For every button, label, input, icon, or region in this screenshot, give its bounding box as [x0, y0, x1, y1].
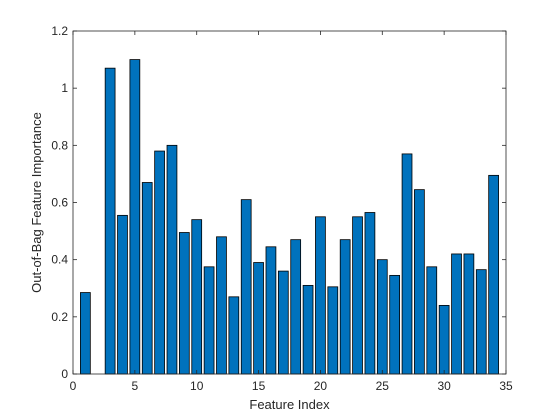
x-tick-label: 15: [252, 379, 266, 393]
x-axis-label: Feature Index: [249, 397, 330, 412]
x-tick-label: 5: [132, 379, 139, 393]
bar-feature-34: [488, 174, 499, 375]
bar-feature-32: [463, 253, 475, 375]
bar-feature-30: [438, 304, 450, 375]
x-tick-label: 30: [437, 379, 451, 393]
x-tick-label: 20: [314, 379, 328, 393]
y-tick-label: 0.6: [51, 196, 68, 210]
bar-feature-19: [302, 284, 314, 375]
bar-feature-17: [277, 270, 289, 375]
y-tick-label: 0.4: [51, 253, 68, 267]
y-tick-label: 1.2: [51, 24, 68, 38]
y-tick-label: 0.8: [51, 138, 68, 152]
bar-feature-12: [216, 236, 227, 375]
bar-feature-26: [389, 274, 401, 375]
bar-feature-29: [426, 266, 438, 375]
bar-feature-33: [475, 269, 487, 375]
bar-feature-14: [240, 199, 252, 375]
bar-feature-24: [364, 212, 376, 375]
bar-feature-10: [191, 219, 203, 375]
bar-feature-15: [253, 262, 264, 375]
bar-feature-20: [315, 216, 326, 375]
bar-feature-8: [166, 144, 178, 375]
bar-feature-3: [104, 67, 116, 375]
bar-feature-1: [80, 292, 91, 375]
bar-feature-13: [228, 296, 240, 375]
x-tick-label: 10: [190, 379, 204, 393]
bar-feature-28: [414, 189, 425, 375]
x-tick-label: 35: [499, 379, 513, 393]
bar-feature-11: [203, 266, 215, 375]
bar-feature-27: [401, 153, 413, 375]
x-tick-label: 25: [376, 379, 390, 393]
x-tick-label: 0: [70, 379, 77, 393]
x-axis-ticks: 0 5 10 15 20 25 30 35: [70, 31, 513, 393]
y-axis-ticks: 0 0.2 0.4 0.6 0.8 1 1.2: [51, 24, 506, 381]
bar-feature-5: [129, 59, 141, 375]
bar-feature-21: [327, 286, 339, 375]
bar-feature-4: [117, 214, 128, 375]
bar-feature-31: [451, 253, 462, 375]
bar-feature-18: [290, 239, 302, 375]
y-axis-label: Out-of-Bag Feature Importance: [29, 112, 44, 293]
y-tick-label: 1: [61, 81, 68, 95]
bar-feature-25: [376, 259, 388, 375]
bar-feature-23: [352, 216, 363, 375]
y-tick-label: 0.2: [51, 310, 68, 324]
y-tick-label: 0: [61, 367, 68, 381]
bar-feature-22: [339, 239, 351, 375]
bar-feature-16: [265, 246, 277, 375]
bar-feature-9: [178, 232, 190, 375]
bar-feature-7: [154, 150, 165, 375]
bar-feature-6: [141, 182, 153, 375]
